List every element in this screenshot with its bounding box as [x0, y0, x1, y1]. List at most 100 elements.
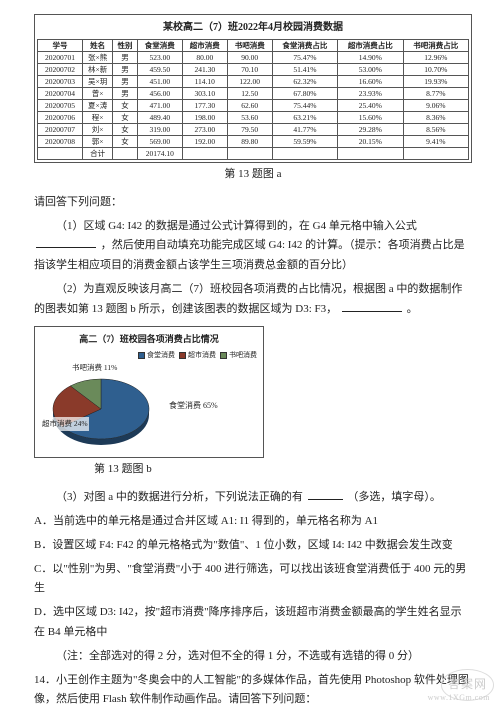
table-cell: 8.36%: [403, 112, 468, 124]
watermark-url: www.1XGm.com: [428, 691, 490, 705]
table-header-row: 学号 姓名 性别 食堂消费 超市消费 书吧消费 食堂消费占比 超市消费占比 书吧…: [38, 40, 469, 52]
table-row: 20200705夏×涛女471.00177.3062.6075.44%25.40…: [38, 100, 469, 112]
table-cell: 程×: [82, 112, 112, 124]
th-1: 姓名: [82, 40, 112, 52]
legend-swatch-1: [179, 352, 186, 359]
table-cell: 20200703: [38, 76, 83, 88]
table-row: 20200702林×新男459.50241.3070.1051.41%53.00…: [38, 64, 469, 76]
table-cell: 林×新: [82, 64, 112, 76]
chart-legend: 食堂消费 超市消费 书吧消费: [41, 349, 257, 362]
table-cell: 女: [113, 100, 138, 112]
table-cell: 569.00: [137, 136, 182, 148]
table-cell: 张×熊: [82, 52, 112, 64]
legend-item-1: 超市消费: [179, 349, 216, 362]
question-1: （1）区域 G4: I42 的数据是通过公式计算得到的，在 G4 单元格中输入公…: [34, 217, 472, 276]
question-3: （3）对图 a 中的数据进行分析，下列说法正确的有 （多选，填字母）。: [34, 488, 472, 508]
table-cell: 吴×玥: [82, 76, 112, 88]
q3-hint: （多选，填字母）。: [347, 491, 441, 503]
table-cell: 319.00: [137, 124, 182, 136]
table-cell: 75.47%: [272, 52, 337, 64]
table-cell: 夏×涛: [82, 100, 112, 112]
q1-prefix: （1）区域 G4: I42 的数据是通过公式计算得到的，在 G4 单元格中输入公…: [56, 220, 417, 232]
table-cell: 122.00: [227, 76, 272, 88]
table-cell: [272, 148, 337, 160]
table-cell: [403, 148, 468, 160]
table-cell: 女: [113, 136, 138, 148]
q3-optD: D．选中区域 D3: I42，按"超市消费"降序排序后，该班超市消费金额最高的学…: [34, 603, 472, 643]
table-cell: 51.41%: [272, 64, 337, 76]
table-cell: 23.93%: [338, 88, 403, 100]
table-cell: 郭×: [82, 136, 112, 148]
table-cell: 女: [113, 124, 138, 136]
q3-blank[interactable]: [308, 490, 343, 500]
consumption-table: 某校高二（7）班2022年4月校园消费数据 学号 姓名 性别 食堂消费 超市消费…: [37, 17, 469, 160]
chart-b-caption: 第 13 题图 b: [94, 460, 472, 480]
table-cell: 合计: [82, 148, 112, 160]
legend-swatch-2: [220, 352, 227, 359]
table-cell: 489.40: [137, 112, 182, 124]
q3-note: （注：全部选对的得 2 分，选对但不全的得 1 分，不选或有选错的得 0 分）: [34, 647, 472, 667]
table-title: 某校高二（7）班2022年4月校园消费数据: [37, 17, 469, 39]
legend-swatch-0: [138, 352, 145, 359]
table-cell: 62.32%: [272, 76, 337, 88]
table-cell: 刘×: [82, 124, 112, 136]
th-2: 性别: [113, 40, 138, 52]
th-7: 超市消费占比: [338, 40, 403, 52]
table-row: 合计20174.10: [38, 148, 469, 160]
table-cell: 70.10: [227, 64, 272, 76]
table-cell: 53.00%: [338, 64, 403, 76]
table-cell: 75.44%: [272, 100, 337, 112]
legend-label-1: 超市消费: [188, 349, 216, 362]
table-cell: 177.30: [182, 100, 227, 112]
table-cell: 10.70%: [403, 64, 468, 76]
table-cell: 曾×: [82, 88, 112, 100]
table-cell: 41.77%: [272, 124, 337, 136]
table-row: 20200707刘×女319.00273.0079.5041.77%29.28%…: [38, 124, 469, 136]
table-cell: 20200706: [38, 112, 83, 124]
table-cell: 20200701: [38, 52, 83, 64]
table-cell: 29.28%: [338, 124, 403, 136]
table-cell: 471.00: [137, 100, 182, 112]
table-cell: 523.00: [137, 52, 182, 64]
table-cell: 女: [113, 112, 138, 124]
table-cell: 63.21%: [272, 112, 337, 124]
q1-blank[interactable]: [36, 239, 96, 249]
table-body: 20200701张×熊男523.0080.0090.0075.47%14.90%…: [38, 52, 469, 160]
pie-chart-card: 高二（7）班校园各项消费占比情况 食堂消费 超市消费 书吧消费 书吧消费 11%…: [34, 326, 264, 459]
table-cell: 男: [113, 76, 138, 88]
table-cell: [113, 148, 138, 160]
table-a-caption: 第 13 题图 a: [34, 165, 472, 185]
table-cell: 59.59%: [272, 136, 337, 148]
table-cell: [227, 148, 272, 160]
question-2: （2）为直观反映该月高二（7）班校园各项消费的占比情况，根据图 a 中的数据制作…: [34, 280, 472, 320]
legend-item-2: 书吧消费: [220, 349, 257, 362]
table-cell: [182, 148, 227, 160]
table-cell: 男: [113, 88, 138, 100]
legend-label-0: 食堂消费: [147, 349, 175, 362]
table-cell: 273.00: [182, 124, 227, 136]
th-8: 书吧消费占比: [403, 40, 468, 52]
table-cell: 90.00: [227, 52, 272, 64]
table-cell: 14.90%: [338, 52, 403, 64]
table-row: 20200708郭×女569.00192.0089.8059.59%20.15%…: [38, 136, 469, 148]
table-cell: 80.00: [182, 52, 227, 64]
q3-lead: （3）对图 a 中的数据进行分析，下列说法正确的有: [56, 491, 303, 503]
callout-chaoshi: 超市消费 24%: [41, 417, 89, 431]
table-cell: 9.06%: [403, 100, 468, 112]
table-cell: 114.10: [182, 76, 227, 88]
table-cell: [38, 148, 83, 160]
th-5: 书吧消费: [227, 40, 272, 52]
legend-item-0: 食堂消费: [138, 349, 175, 362]
q2-blank[interactable]: [342, 302, 402, 312]
table-cell: 62.60: [227, 100, 272, 112]
data-table-wrap: 某校高二（7）班2022年4月校园消费数据 学号 姓名 性别 食堂消费 超市消费…: [34, 14, 472, 163]
q1-mid: ，然后使用自动填充功能完成区域 G4: I42 的计算。（提示：各项消费占比是指…: [34, 239, 465, 271]
table-row: 20200701张×熊男523.0080.0090.0075.47%14.90%…: [38, 52, 469, 64]
table-row: 20200704曾×男456.00303.1012.5067.80%23.93%…: [38, 88, 469, 100]
table-cell: 20200704: [38, 88, 83, 100]
pie-chart: 书吧消费 11% 超市消费 24%: [41, 361, 161, 451]
table-cell: 79.50: [227, 124, 272, 136]
table-row: 20200703吴×玥男451.00114.10122.0062.32%16.6…: [38, 76, 469, 88]
table-cell: 20200705: [38, 100, 83, 112]
th-4: 超市消费: [182, 40, 227, 52]
